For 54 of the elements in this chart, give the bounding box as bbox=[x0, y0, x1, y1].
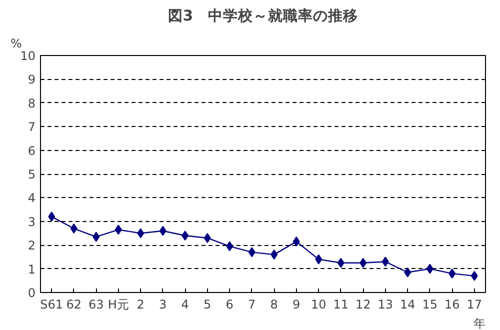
point bbox=[315, 254, 322, 264]
x-tick-label: 11 bbox=[333, 298, 349, 312]
y-tick-label: 3 bbox=[28, 214, 36, 229]
x-tick-label: 9 bbox=[292, 298, 300, 312]
x-tick-label: H元 bbox=[108, 298, 129, 312]
point bbox=[226, 241, 234, 252]
point bbox=[426, 264, 434, 274]
point bbox=[360, 258, 367, 268]
point bbox=[182, 230, 189, 241]
x-tick-label: 5 bbox=[204, 298, 212, 312]
y-tick-label: 0 bbox=[28, 286, 36, 300]
point bbox=[270, 250, 278, 260]
x-tick-label: 4 bbox=[181, 298, 189, 312]
x-tick-label: 17 bbox=[466, 298, 482, 312]
x-axis-title: 年 bbox=[474, 316, 486, 330]
x-tick-label: 14 bbox=[400, 298, 416, 312]
point bbox=[337, 258, 344, 268]
x-tick-label: 12 bbox=[355, 298, 371, 312]
y-tick-label: 8 bbox=[28, 96, 36, 110]
point bbox=[448, 268, 456, 279]
x-tick-label: 13 bbox=[378, 298, 394, 312]
point bbox=[470, 270, 478, 281]
point bbox=[292, 236, 300, 247]
y-tick-label: 6 bbox=[28, 144, 36, 158]
x-tick-label: 15 bbox=[422, 298, 438, 312]
y-tick-label: 1 bbox=[28, 262, 36, 276]
chart-title: 図3 中学校～就職率の推移 bbox=[168, 6, 358, 24]
x-tick-label: 8 bbox=[270, 298, 278, 312]
y-tick-label: 5 bbox=[28, 168, 36, 182]
y-tick-label: 10 bbox=[20, 49, 36, 63]
y-tick-label: 4 bbox=[28, 191, 36, 206]
point bbox=[159, 226, 166, 236]
point bbox=[92, 232, 100, 242]
point bbox=[248, 247, 256, 258]
point bbox=[70, 224, 78, 234]
point bbox=[114, 224, 122, 235]
x-tick-label: 16 bbox=[444, 298, 460, 312]
x-tick-label: 7 bbox=[248, 298, 256, 312]
point bbox=[382, 256, 389, 267]
x-tick-label: 6 bbox=[226, 298, 234, 312]
x-tick-label: 3 bbox=[159, 298, 167, 312]
x-tick-label: 62 bbox=[66, 298, 82, 312]
x-tick-label: 63 bbox=[88, 298, 104, 312]
point bbox=[137, 228, 144, 238]
point bbox=[48, 212, 56, 222]
x-tick-label: S61 bbox=[40, 298, 64, 312]
x-tick-label: 10 bbox=[310, 298, 326, 312]
y-tick-label: 7 bbox=[28, 120, 36, 134]
point bbox=[404, 267, 412, 278]
x-tick-label: 2 bbox=[136, 298, 144, 312]
y-tick-label: 9 bbox=[28, 72, 36, 87]
point bbox=[204, 232, 211, 243]
y-tick-label: 2 bbox=[28, 238, 36, 253]
y-axis-title: % bbox=[10, 36, 22, 50]
